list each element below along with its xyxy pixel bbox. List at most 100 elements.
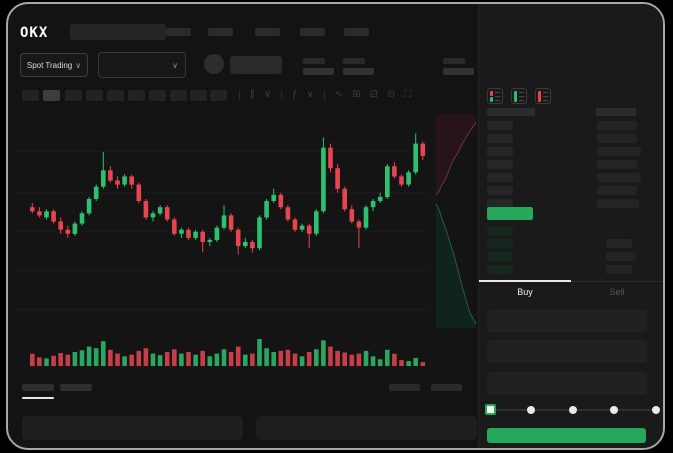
volume-bar [285, 349, 291, 366]
slider-stop[interactable] [526, 406, 535, 414]
compare-icon[interactable]: ⊞ [352, 89, 361, 100]
tab-buy[interactable]: Buy [517, 287, 533, 297]
volume-bar [30, 353, 35, 366]
candle-body [342, 188, 347, 210]
timeframe-button[interactable] [210, 90, 227, 101]
candle-body [79, 213, 85, 224]
timeframe-button[interactable] [43, 90, 60, 101]
volume-bar [44, 358, 49, 366]
nav-item-placeholder[interactable] [255, 28, 280, 36]
slider-stop[interactable] [568, 406, 577, 414]
ask-price-placeholder[interactable] [487, 147, 513, 156]
bid-color-swatch [514, 91, 517, 102]
icon-line [543, 92, 548, 93]
volume-bar [299, 356, 305, 366]
candle-body [164, 207, 170, 220]
candle-body [136, 184, 142, 201]
indicators-icon[interactable]: ƒ [292, 89, 298, 100]
ask-price-placeholder[interactable] [487, 173, 513, 182]
ask-price-placeholder[interactable] [487, 121, 513, 130]
volume-bar [306, 352, 312, 366]
trade-input-field[interactable] [487, 340, 647, 363]
book-bids-only-icon[interactable] [511, 88, 527, 104]
timeframe-button[interactable] [149, 90, 166, 101]
nav-item-placeholder[interactable] [166, 28, 191, 36]
tab-sell[interactable]: Sell [609, 287, 625, 297]
volume-bar [101, 341, 106, 366]
market-type-dropdown[interactable]: Spot Trading ∨ [20, 53, 88, 77]
timeframe-button[interactable] [128, 90, 145, 101]
ask-price-placeholder[interactable] [487, 199, 513, 208]
timeframe-button[interactable] [107, 90, 124, 101]
chevron-down-icon[interactable]: ∨ [263, 89, 272, 100]
slider-handle[interactable] [485, 404, 496, 415]
icon-line [495, 96, 500, 97]
orders-header-placeholder [389, 384, 420, 391]
nav-item-placeholder[interactable] [344, 28, 369, 36]
pair-select-dropdown[interactable]: ∨ [98, 52, 186, 78]
slider-stop[interactable] [610, 406, 619, 414]
candlestick-chart[interactable] [16, 108, 478, 376]
ask-price-placeholder[interactable] [487, 134, 513, 143]
ask-amount-placeholder [597, 186, 637, 195]
candle-body [235, 229, 241, 247]
volume-bar [72, 352, 78, 366]
chevron-down-icon[interactable]: ∨ [306, 89, 314, 100]
toolbar-divider: | [238, 89, 241, 101]
candle-body [129, 176, 134, 185]
candle-body [413, 143, 418, 173]
candle-body [349, 209, 355, 222]
timeframe-button[interactable] [22, 90, 39, 101]
nav-item-placeholder[interactable] [300, 28, 325, 36]
settings-icon[interactable]: ⊙ [386, 89, 396, 100]
nav-item-placeholder[interactable] [208, 28, 233, 36]
volume-bar [278, 350, 284, 366]
volume-bar [356, 353, 362, 366]
line-tool-icon[interactable]: ∿ [334, 89, 344, 100]
orders-tab[interactable] [60, 384, 92, 391]
timeframe-button[interactable] [65, 90, 82, 101]
candle-body [172, 219, 177, 234]
toolbar-divider: | [280, 89, 284, 101]
bid-price-placeholder[interactable] [487, 226, 513, 235]
trade-input-field[interactable] [487, 310, 647, 332]
candle-body [385, 166, 390, 197]
volume-bar [37, 357, 42, 366]
candle-body [122, 176, 127, 185]
timeframe-button[interactable] [170, 90, 187, 101]
trade-input-field[interactable] [487, 372, 647, 395]
candle-type-icon[interactable]: ∥ [249, 89, 255, 100]
ask-price-placeholder[interactable] [487, 186, 513, 195]
chevron-down-icon: ∨ [172, 60, 178, 70]
volume-bar [221, 349, 227, 366]
candle-body [207, 239, 213, 242]
buy-submit-button[interactable] [487, 428, 646, 443]
fullscreen-icon[interactable]: ⛶ [404, 89, 412, 100]
timeframe-button[interactable] [86, 90, 103, 101]
ask-amount-placeholder [597, 199, 639, 208]
orders-tab[interactable] [22, 384, 54, 391]
bid-amount-placeholder [606, 239, 632, 248]
ask-price-placeholder[interactable] [487, 160, 513, 169]
bid-price-placeholder[interactable] [487, 265, 513, 274]
depth-asks-area [436, 114, 476, 196]
volume-bar [193, 354, 198, 366]
book-combined-icon[interactable] [487, 88, 503, 104]
candle-body [108, 170, 113, 181]
search-input[interactable] [70, 24, 166, 40]
bid-amount-placeholder [606, 252, 636, 261]
candle-body [72, 223, 78, 234]
bid-price-placeholder[interactable] [487, 252, 513, 261]
volume-bar [157, 355, 163, 366]
timeframe-button[interactable] [190, 90, 207, 101]
last-price-badge[interactable] [487, 207, 533, 220]
volume-bar [321, 340, 326, 366]
camera-icon[interactable]: ⊡ [369, 89, 378, 100]
slider-stop[interactable] [652, 406, 660, 414]
volume-bar [399, 360, 404, 366]
volume-bar [235, 346, 241, 366]
bid-price-placeholder[interactable] [487, 239, 513, 248]
candle-body [93, 186, 99, 199]
book-asks-only-icon[interactable] [535, 88, 551, 104]
volume-bar [392, 353, 397, 366]
